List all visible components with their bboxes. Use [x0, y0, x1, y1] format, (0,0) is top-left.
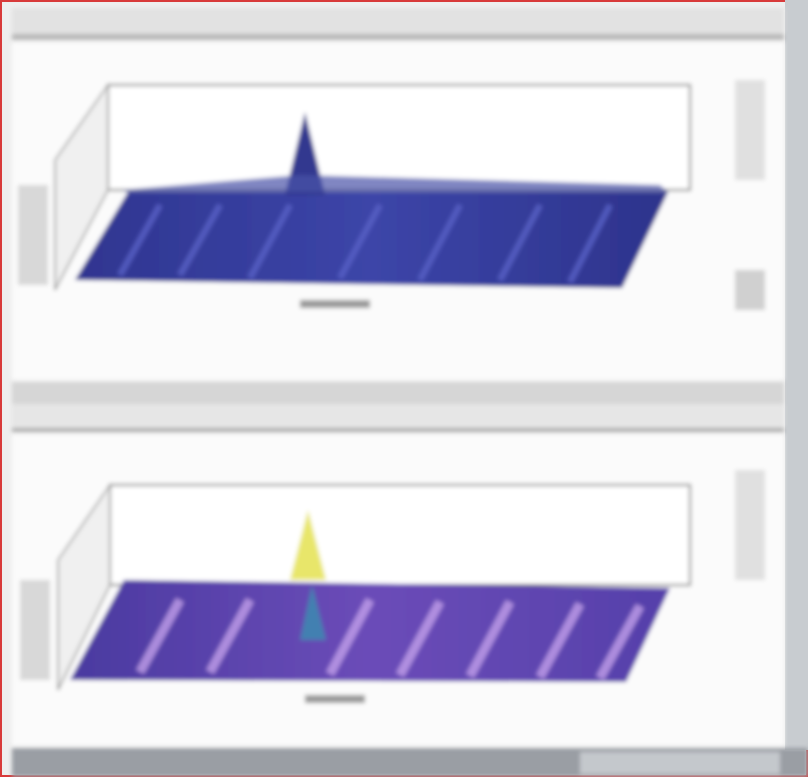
- plot-back-wall: [107, 84, 691, 191]
- surface-peak: [285, 112, 325, 195]
- axis-title: [300, 300, 370, 308]
- panel-header: [12, 404, 784, 432]
- side-scrollbar[interactable]: [785, 0, 808, 750]
- axis-title: [305, 695, 365, 703]
- panel-header-edge: [12, 428, 784, 432]
- surface-peak: [290, 510, 326, 580]
- surface-ridges: [117, 203, 613, 284]
- status-field: [580, 752, 780, 774]
- surface: [75, 192, 668, 288]
- surface-top: [120, 175, 668, 192]
- axis-labels: [18, 185, 48, 285]
- surface-ridges: [136, 597, 644, 681]
- panel-separator: [12, 382, 784, 404]
- surface-peak-base: [300, 585, 326, 640]
- colorbar-labels: [735, 470, 765, 580]
- colorbar-labels: [735, 80, 765, 180]
- toolbar-edge: [12, 34, 784, 40]
- legend-box: [735, 270, 765, 310]
- axis-labels: [20, 580, 50, 680]
- plot-side-wall: [54, 82, 109, 291]
- plot-side-wall: [57, 482, 111, 691]
- plot-back-wall: [109, 484, 691, 586]
